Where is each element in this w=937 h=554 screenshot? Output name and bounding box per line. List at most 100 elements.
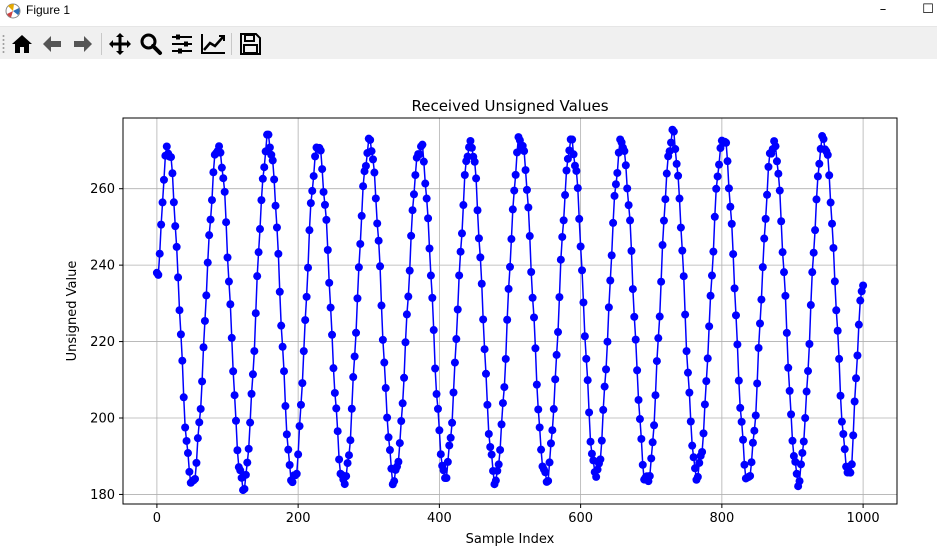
- data-point-marker: [710, 212, 719, 221]
- data-point-marker: [504, 284, 513, 293]
- data-point-marker: [400, 373, 409, 382]
- data-point-marker: [193, 434, 202, 443]
- data-point-marker: [562, 166, 571, 175]
- data-point-marker: [268, 156, 277, 165]
- subplots-button[interactable]: [168, 30, 196, 58]
- data-point-marker: [158, 198, 167, 207]
- pan-icon: [109, 33, 131, 55]
- data-point-marker: [522, 185, 531, 194]
- data-point-marker: [299, 347, 308, 356]
- y-tick-label: 200: [90, 412, 115, 427]
- data-point-marker: [285, 461, 294, 470]
- data-point-marker: [809, 248, 818, 257]
- data-point-marker: [460, 171, 469, 179]
- data-point-marker: [771, 142, 780, 151]
- save-button[interactable]: [236, 30, 264, 58]
- zoom-button[interactable]: [137, 30, 165, 58]
- pan-button[interactable]: [106, 30, 134, 58]
- data-point-marker: [342, 472, 351, 481]
- data-point-marker: [611, 180, 620, 189]
- data-point-marker: [394, 457, 403, 466]
- customize-button[interactable]: [199, 30, 227, 58]
- data-point-marker: [350, 352, 359, 361]
- data-point-marker: [582, 354, 591, 363]
- data-point-marker: [548, 426, 557, 435]
- data-point-marker: [243, 458, 252, 467]
- data-point-marker: [432, 390, 441, 399]
- minimize-button[interactable]: –: [879, 2, 887, 17]
- data-point-marker: [508, 205, 517, 214]
- data-point-marker: [473, 206, 482, 215]
- data-point-marker: [272, 223, 281, 232]
- data-point-marker: [466, 136, 475, 145]
- data-point-marker: [470, 157, 479, 166]
- data-point-marker: [442, 474, 451, 483]
- data-point-marker: [723, 157, 732, 166]
- data-point-marker: [333, 427, 342, 436]
- data-point-marker: [681, 310, 690, 319]
- data-point-marker: [513, 148, 522, 157]
- data-point-marker: [246, 418, 255, 427]
- back-button[interactable]: [38, 30, 66, 58]
- data-point-marker: [772, 157, 781, 166]
- data-point-marker: [764, 162, 773, 171]
- window-titlebar: Figure 1 – ☐: [0, 0, 937, 22]
- data-point-marker: [576, 242, 585, 251]
- data-point-marker: [292, 469, 301, 478]
- forward-button[interactable]: [69, 30, 97, 58]
- home-icon: [12, 35, 32, 53]
- data-point-marker: [823, 150, 832, 159]
- data-point-marker: [760, 234, 769, 243]
- data-point-marker: [265, 143, 274, 152]
- data-point-marker: [326, 303, 335, 312]
- home-button[interactable]: [8, 30, 36, 58]
- data-point-marker: [264, 130, 273, 139]
- data-point-marker: [638, 460, 647, 469]
- data-point-marker: [631, 335, 640, 344]
- data-point-marker: [715, 160, 724, 169]
- data-point-marker: [839, 430, 848, 439]
- y-tick-label: 180: [90, 488, 115, 503]
- data-point-marker: [407, 231, 416, 240]
- data-point-marker: [199, 343, 208, 352]
- data-point-marker: [545, 458, 554, 467]
- data-point-marker: [176, 330, 185, 339]
- figure-canvas[interactable]: 0 200 400 600 800 1000 180 200 220 240 260 Receive…: [0, 59, 937, 554]
- data-point-marker: [195, 418, 204, 427]
- data-point-marker: [319, 187, 328, 196]
- data-point-marker: [277, 321, 286, 330]
- data-point-marker: [506, 262, 514, 271]
- data-point-marker: [449, 388, 458, 397]
- data-point-marker: [722, 138, 731, 147]
- x-tick-label: 0: [153, 511, 161, 526]
- data-point-marker: [603, 337, 612, 346]
- maximize-button[interactable]: ☐: [922, 2, 934, 17]
- data-point-marker: [651, 391, 660, 400]
- data-point-marker: [731, 311, 740, 320]
- data-point-marker: [175, 306, 184, 315]
- data-point-marker: [805, 340, 814, 349]
- data-point-marker: [750, 426, 759, 435]
- data-point-marker: [330, 388, 339, 397]
- data-point-marker: [606, 276, 615, 285]
- data-point-marker: [626, 216, 635, 225]
- data-point-marker: [498, 399, 507, 408]
- matplotlib-app-icon: [5, 3, 21, 19]
- data-point-marker: [185, 467, 194, 476]
- toolbar-grip-icon[interactable]: [2, 34, 5, 56]
- data-point-marker: [709, 247, 718, 256]
- data-point-marker: [200, 316, 209, 325]
- data-point-marker: [408, 206, 417, 215]
- data-point-marker: [815, 159, 824, 168]
- data-point-marker: [305, 226, 314, 235]
- data-point-marker: [352, 328, 361, 337]
- data-point-marker: [775, 186, 784, 195]
- data-point-marker: [436, 450, 445, 459]
- data-point-marker: [808, 268, 817, 277]
- data-point-marker: [219, 174, 228, 183]
- data-point-marker: [481, 369, 490, 378]
- data-point-marker: [172, 242, 181, 251]
- data-point-marker: [295, 422, 304, 431]
- data-point-marker: [209, 168, 218, 177]
- data-point-marker: [510, 186, 519, 195]
